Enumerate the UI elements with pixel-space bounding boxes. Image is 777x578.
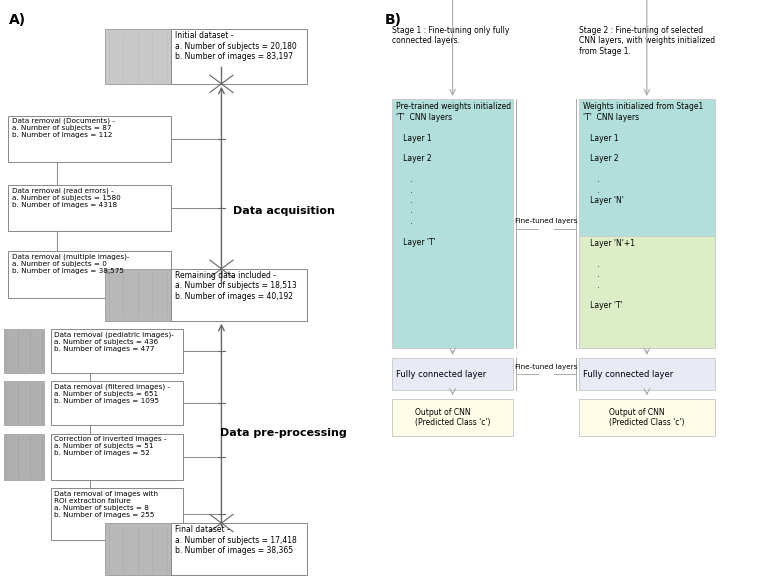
Text: B): B) <box>385 13 402 27</box>
FancyBboxPatch shape <box>171 29 307 84</box>
FancyBboxPatch shape <box>171 269 307 321</box>
Text: Stage 2 : Fine-tuning of selected
CNN layers, with weights initialized
from Stag: Stage 2 : Fine-tuning of selected CNN la… <box>579 26 715 56</box>
FancyBboxPatch shape <box>4 329 44 373</box>
FancyBboxPatch shape <box>392 99 513 348</box>
Text: Fine-tuned layers: Fine-tuned layers <box>514 218 577 224</box>
FancyBboxPatch shape <box>579 358 715 390</box>
Text: Data removal (multiple images)-
a. Number of subjects = 0
b. Number of images = : Data removal (multiple images)- a. Numbe… <box>12 254 129 274</box>
Text: Weights initialized from Stage1
'T'  CNN layers

   Layer 1

   Layer 2

      .: Weights initialized from Stage1 'T' CNN … <box>583 102 703 205</box>
Text: Data removal (read errors) -
a. Number of subjects = 1580
b. Number of images = : Data removal (read errors) - a. Number o… <box>12 187 120 208</box>
Text: Remaining data included -
a. Number of subjects = 18,513
b. Number of images = 4: Remaining data included - a. Number of s… <box>175 271 297 301</box>
FancyBboxPatch shape <box>8 251 171 298</box>
Text: Data removal (filtered images) -
a. Number of subjects = 651
b. Number of images: Data removal (filtered images) - a. Numb… <box>54 384 170 404</box>
Text: Data acquisition: Data acquisition <box>232 206 335 216</box>
Text: Final dataset -
a. Number of subjects = 17,418
b. Number of images = 38,365: Final dataset - a. Number of subjects = … <box>175 525 297 555</box>
Text: Data removal (pediatric images)-
a. Number of subjects = 436
b. Number of images: Data removal (pediatric images)- a. Numb… <box>54 332 174 352</box>
FancyBboxPatch shape <box>4 381 44 425</box>
Text: Pre-trained weights initialized
'T'  CNN layers

   Layer 1

   Layer 2

      .: Pre-trained weights initialized 'T' CNN … <box>396 102 511 246</box>
FancyBboxPatch shape <box>392 358 513 390</box>
Text: Data removal of images with
ROI extraction failure
a. Number of subjects = 8
b. : Data removal of images with ROI extracti… <box>54 491 159 518</box>
FancyBboxPatch shape <box>579 399 715 436</box>
Text: Data removal (Documents) -
a. Number of subjects = 87
b. Number of images = 112: Data removal (Documents) - a. Number of … <box>12 118 114 138</box>
FancyBboxPatch shape <box>579 99 715 236</box>
Text: Data pre-processing: Data pre-processing <box>220 428 347 439</box>
Text: Output of CNN
(Predicted Class 'c'): Output of CNN (Predicted Class 'c') <box>609 408 685 427</box>
Text: Correction of Inverted images -
a. Number of subjects = 51
b. Number of images =: Correction of Inverted images - a. Numbe… <box>54 436 167 456</box>
FancyBboxPatch shape <box>4 434 44 480</box>
Text: Fine-tuned layers: Fine-tuned layers <box>514 364 577 370</box>
Text: Initial dataset -
a. Number of subjects = 20,180
b. Number of images = 83,197: Initial dataset - a. Number of subjects … <box>175 31 297 61</box>
FancyBboxPatch shape <box>51 488 183 540</box>
FancyBboxPatch shape <box>392 399 513 436</box>
FancyBboxPatch shape <box>8 185 171 231</box>
Text: A): A) <box>9 13 26 27</box>
FancyBboxPatch shape <box>51 329 183 373</box>
Text: Stage 1 : Fine-tuning only fully
connected layers.: Stage 1 : Fine-tuning only fully connect… <box>392 26 510 46</box>
FancyBboxPatch shape <box>105 269 171 321</box>
Text: Output of CNN
(Predicted Class 'c'): Output of CNN (Predicted Class 'c') <box>415 408 490 427</box>
FancyBboxPatch shape <box>8 116 171 162</box>
Text: Fully connected layer: Fully connected layer <box>583 370 673 379</box>
Text: Fully connected layer: Fully connected layer <box>396 370 486 379</box>
FancyBboxPatch shape <box>171 523 307 575</box>
FancyBboxPatch shape <box>51 381 183 425</box>
FancyBboxPatch shape <box>105 29 171 84</box>
FancyBboxPatch shape <box>105 523 171 575</box>
FancyBboxPatch shape <box>579 236 715 348</box>
FancyBboxPatch shape <box>51 434 183 480</box>
Text: Layer 'N'+1

      .
      .
      .

   Layer 'T': Layer 'N'+1 . . . Layer 'T' <box>583 239 635 310</box>
